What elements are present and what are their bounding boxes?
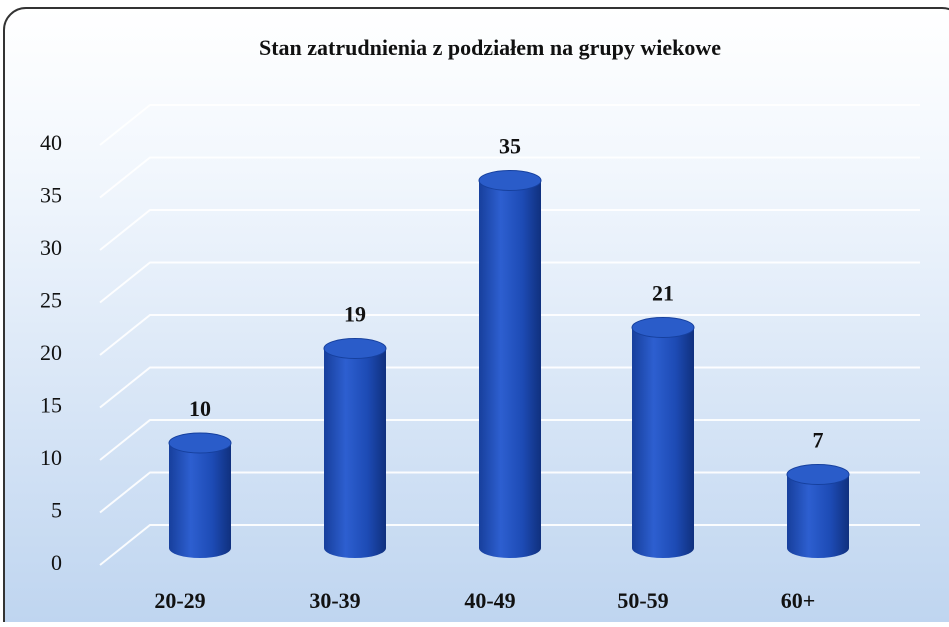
- y-tick-label: 40: [40, 130, 62, 155]
- grid-line: [99, 314, 920, 356]
- x-tick-label: 20-29: [154, 588, 205, 613]
- y-tick-label: 20: [40, 340, 62, 365]
- bar-top: [631, 317, 695, 338]
- y-tick-label: 15: [40, 393, 62, 418]
- bar-top: [168, 432, 232, 454]
- grid-line: [99, 104, 920, 146]
- y-tick-label: 30: [40, 235, 62, 260]
- y-tick-label: 35: [40, 183, 62, 208]
- chart-title: Stan zatrudnienia z podziałem na grupy w…: [259, 35, 721, 60]
- bar: [479, 180, 541, 558]
- x-tick-label: 60+: [781, 588, 816, 613]
- grid-line: [99, 261, 920, 304]
- grid-line: [99, 156, 920, 199]
- x-tick-label: 50-59: [617, 588, 668, 613]
- value-label: 21: [652, 281, 674, 306]
- y-tick-label: 0: [51, 550, 62, 575]
- value-label: 35: [499, 134, 521, 159]
- x-tick-label: 40-49: [464, 588, 515, 613]
- bar-top: [786, 464, 850, 485]
- bar-top: [323, 338, 387, 359]
- bar: [324, 348, 386, 558]
- bar: [787, 474, 849, 558]
- y-tick-label: 10: [40, 445, 62, 470]
- value-label: 7: [813, 428, 824, 453]
- bar: [632, 327, 694, 558]
- value-label: 10: [189, 396, 211, 421]
- y-tick-label: 25: [40, 288, 62, 313]
- y-tick-label: 5: [51, 498, 62, 523]
- grid-line: [99, 209, 920, 251]
- bar: [169, 443, 231, 558]
- bar-top: [478, 170, 542, 191]
- x-tick-label: 30-39: [309, 588, 360, 613]
- value-label: 19: [344, 302, 366, 327]
